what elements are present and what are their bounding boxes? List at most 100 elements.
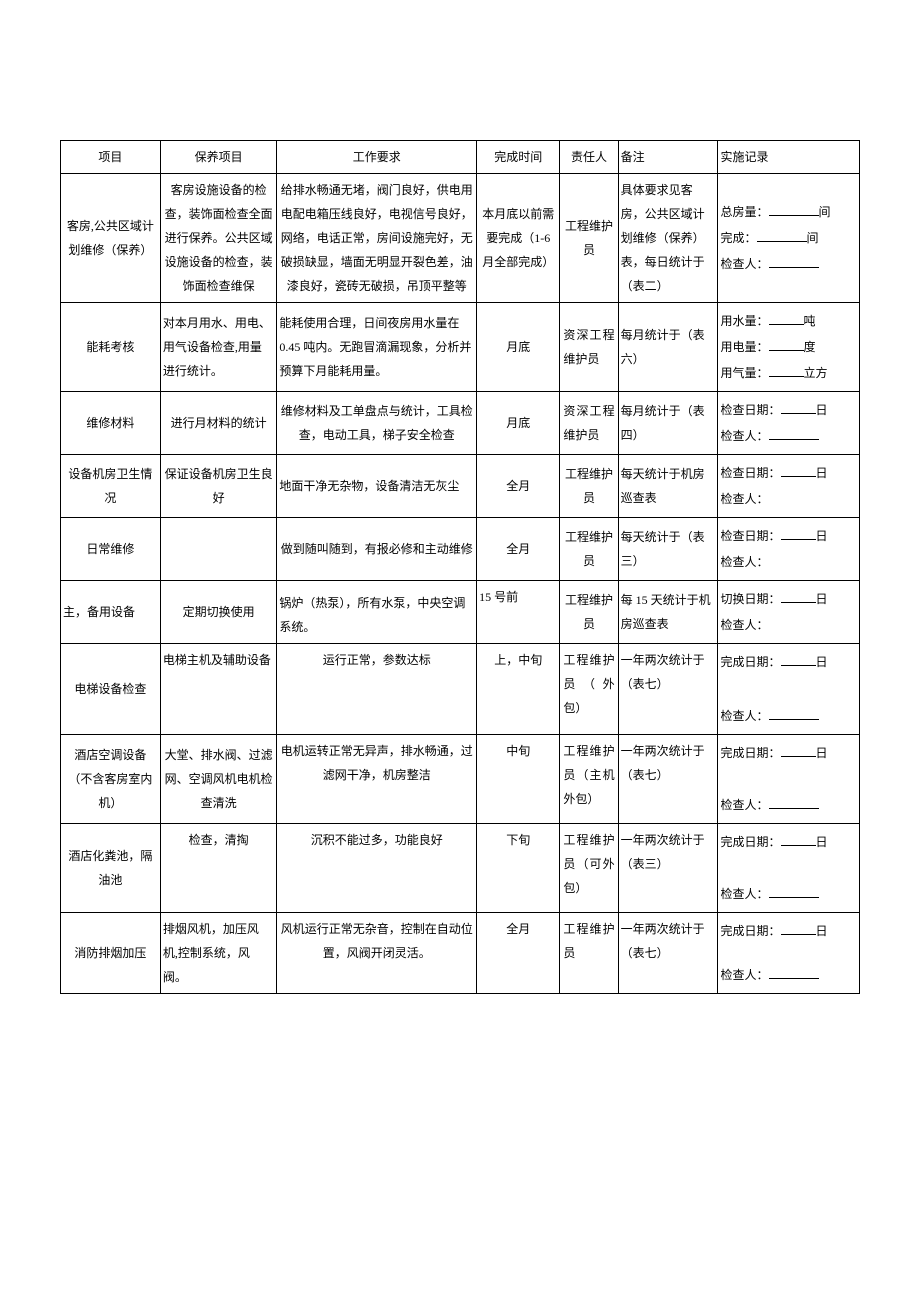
blank-field[interactable]	[769, 204, 819, 216]
cell-remark: 每天统计于机房巡查表	[618, 455, 718, 518]
record-label-date: 检查日期：	[720, 529, 780, 543]
cell-time: 月底	[477, 303, 560, 392]
cell-requirement: 给排水畅通无堵，阀门良好，供电用电配电箱压线良好，电视信号良好，网络，电话正常，…	[277, 174, 477, 303]
cell-requirement: 锅炉（热泵），所有水泵，中央空调系统。	[277, 581, 477, 644]
blank-field[interactable]	[769, 886, 819, 898]
cell-project: 客房,公共区域计划维修（保养）	[61, 174, 161, 303]
record-unit: 日	[816, 466, 828, 480]
cell-maintenance: 电梯主机及辅助设备	[160, 644, 277, 735]
blank-field[interactable]	[781, 591, 816, 603]
record-unit: 日	[816, 835, 828, 849]
header-time: 完成时间	[477, 141, 560, 174]
blank-field[interactable]	[781, 402, 816, 414]
blank-field[interactable]	[781, 654, 816, 666]
blank-field[interactable]	[781, 834, 816, 846]
table-row: 维修材料 进行月材料的统计 维修材料及工单盘点与统计，工具检查，电动工具，梯子安…	[61, 392, 860, 455]
cell-person: 工程维护员	[560, 518, 618, 581]
record-label-inspector: 检查人：	[720, 257, 768, 271]
blank-field[interactable]	[769, 428, 819, 440]
maintenance-schedule-table: 项目 保养项目 工作要求 完成时间 责任人 备注 实施记录 客房,公共区域计划维…	[60, 140, 860, 994]
record-unit: 日	[816, 403, 828, 417]
blank-field[interactable]	[769, 708, 819, 720]
record-label-inspector: 检查人：	[720, 887, 768, 901]
cell-person: 工程维护员（主机外包）	[560, 735, 618, 824]
cell-record: 完成日期：日 检查人：	[718, 913, 860, 994]
cell-project: 酒店化粪池，隔油池	[61, 824, 161, 913]
cell-requirement: 能耗使用合理，日间夜房用水量在 0.45 吨内。无跑冒滴漏现象，分析并预算下月能…	[277, 303, 477, 392]
cell-person: 工程维护员（可外包）	[560, 824, 618, 913]
record-label-date: 检查日期：	[720, 466, 780, 480]
cell-time: 本月底以前需要完成（1-6 月全部完成）	[477, 174, 560, 303]
cell-maintenance: 排烟风机，加压风机,控制系统，风阀。	[160, 913, 277, 994]
record-label-water: 用水量：	[720, 314, 768, 328]
header-requirement: 工作要求	[277, 141, 477, 174]
cell-project: 日常维修	[61, 518, 161, 581]
cell-record: 完成日期：日 检查人：	[718, 824, 860, 913]
header-project: 项目	[61, 141, 161, 174]
table-row: 设备机房卫生情况 保证设备机房卫生良好 地面干净无杂物，设备清洁无灰尘 全月 工…	[61, 455, 860, 518]
cell-project: 酒店空调设备（不含客房室内机）	[61, 735, 161, 824]
table-row: 客房,公共区域计划维修（保养） 客房设施设备的检查，装饰面检查全面进行保养。公共…	[61, 174, 860, 303]
cell-remark: 一年两次统计于（表七）	[618, 644, 718, 735]
record-unit: 立方	[804, 366, 828, 380]
cell-record: 检查日期：日 检查人：	[718, 518, 860, 581]
table-row: 电梯设备检查 电梯主机及辅助设备 运行正常，参数达标 上，中旬 工程维护员（外包…	[61, 644, 860, 735]
blank-field[interactable]	[769, 365, 804, 377]
cell-remark: 一年两次统计于（表三）	[618, 824, 718, 913]
cell-remark: 一年两次统计于（表七）	[618, 913, 718, 994]
cell-person: 工程维护员	[560, 174, 618, 303]
record-label-inspector: 检查人：	[720, 709, 768, 723]
table-row: 主，备用设备 定期切换使用 锅炉（热泵），所有水泵，中央空调系统。 15 号前 …	[61, 581, 860, 644]
record-label-gas: 用气量：	[720, 366, 768, 380]
cell-requirement: 做到随叫随到，有报必修和主动维修	[277, 518, 477, 581]
cell-person: 工程维护员	[560, 455, 618, 518]
table-row: 消防排烟加压 排烟风机，加压风机,控制系统，风阀。 风机运行正常无杂音，控制在自…	[61, 913, 860, 994]
cell-requirement: 电机运转正常无异声，排水畅通，过滤网干净，机房整洁	[277, 735, 477, 824]
blank-field[interactable]	[781, 465, 816, 477]
blank-field[interactable]	[781, 923, 816, 935]
cell-record: 用水量：吨 用电量：度 用气量：立方	[718, 303, 860, 392]
record-label-date: 检查日期：	[720, 403, 780, 417]
cell-time: 全月	[477, 518, 560, 581]
cell-maintenance: 进行月材料的统计	[160, 392, 277, 455]
record-label-inspector: 检查人：	[720, 555, 768, 569]
cell-maintenance: 定期切换使用	[160, 581, 277, 644]
record-label-done-date: 完成日期：	[720, 924, 780, 938]
cell-project: 消防排烟加压	[61, 913, 161, 994]
record-unit: 日	[816, 655, 828, 669]
cell-time: 上，中旬	[477, 644, 560, 735]
blank-field[interactable]	[769, 967, 819, 979]
cell-maintenance: 保证设备机房卫生良好	[160, 455, 277, 518]
cell-time: 全月	[477, 455, 560, 518]
cell-record: 完成日期：日 检查人：	[718, 735, 860, 824]
blank-field[interactable]	[769, 313, 804, 325]
blank-field[interactable]	[781, 745, 816, 757]
record-unit: 度	[804, 340, 816, 354]
cell-remark: 每天统计于（表三）	[618, 518, 718, 581]
blank-field[interactable]	[781, 528, 816, 540]
blank-field[interactable]	[769, 797, 819, 809]
header-maintenance: 保养项目	[160, 141, 277, 174]
record-label-inspector: 检查人：	[720, 492, 768, 506]
cell-requirement: 地面干净无杂物，设备清洁无灰尘	[277, 455, 477, 518]
record-label-inspector: 检查人：	[720, 429, 768, 443]
cell-project: 主，备用设备	[61, 581, 161, 644]
cell-project: 能耗考核	[61, 303, 161, 392]
cell-record: 切换日期：日 检查人：	[718, 581, 860, 644]
cell-requirement: 风机运行正常无杂音，控制在自动位置，风阀开闭灵活。	[277, 913, 477, 994]
cell-remark: 每 15 天统计于机房巡查表	[618, 581, 718, 644]
cell-maintenance: 对本月用水、用电、用气设备检查,用量进行统计。	[160, 303, 277, 392]
record-label-done: 完成：	[720, 231, 756, 245]
record-label-switch-date: 切换日期：	[720, 592, 780, 606]
cell-remark: 具体要求见客房，公共区域计划维修（保养）表，每日统计于（表二）	[618, 174, 718, 303]
cell-remark: 一年两次统计于（表七）	[618, 735, 718, 824]
cell-record: 检查日期： 日 检查人：	[718, 455, 860, 518]
blank-field[interactable]	[757, 230, 807, 242]
blank-field[interactable]	[769, 256, 819, 268]
table-row: 酒店化粪池，隔油池 检查，清掏 沉积不能过多，功能良好 下旬 工程维护员（可外包…	[61, 824, 860, 913]
record-label-done-date: 完成日期：	[720, 746, 780, 760]
cell-time: 月底	[477, 392, 560, 455]
record-unit: 日	[816, 746, 828, 760]
cell-person: 资深工程维护员	[560, 392, 618, 455]
blank-field[interactable]	[769, 339, 804, 351]
